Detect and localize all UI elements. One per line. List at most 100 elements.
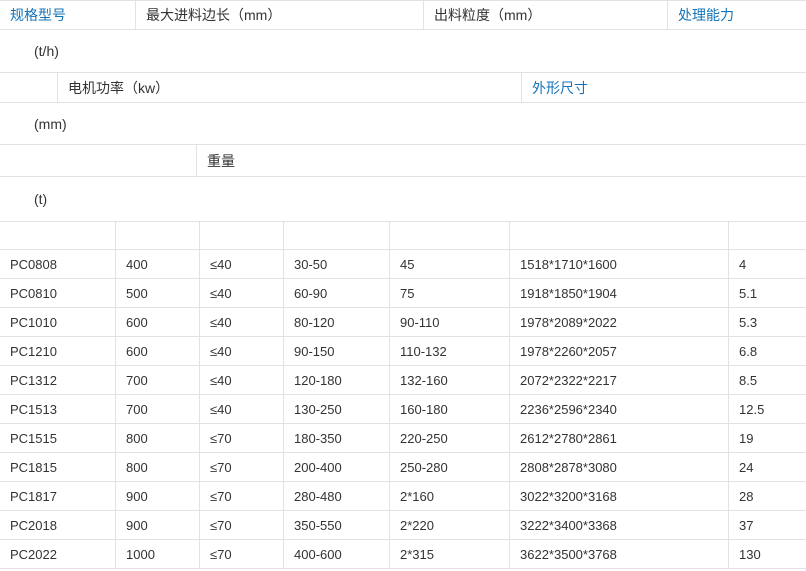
table-cell-dimensions_mm: 1978*2089*2022 <box>510 308 729 336</box>
table-cell-motor_power_kw: 110-132 <box>390 337 510 365</box>
table-cell-weight_t: 37 <box>739 517 754 533</box>
table-row: PC0808 400 ≤40 30-50 45 1518*1710*1600 4 <box>0 250 806 279</box>
table-cell-model: PC1010 <box>0 308 116 336</box>
header-spec-model[interactable]: 规格型号 <box>0 1 136 29</box>
table-header-cell <box>510 222 729 249</box>
table-cell-model: PC1210 <box>0 337 116 365</box>
header-weight: 重量 <box>207 152 235 169</box>
table-cell-capacity_tph: 180-350 <box>284 424 390 452</box>
table-cell-max_feed_edge_mm: 800 <box>116 424 200 452</box>
table-cell-dimensions_mm: 3622*3500*3768 <box>510 540 729 568</box>
table-cell-capacity_tph: 350-550 <box>284 511 390 539</box>
table-cell-weight_t: 5.3 <box>739 314 758 330</box>
table-cell-capacity_tph: 90-150 <box>284 337 390 365</box>
table-row: PC1815 800 ≤70 200-400 250-280 2808*2878*3080… <box>0 453 806 482</box>
table-cell-max_feed_edge_mm: 800 <box>116 453 200 481</box>
table-cell-weight_t: 6.8 <box>739 343 758 359</box>
table-cell-dimensions_mm: 3222*3400*3368 <box>510 511 729 539</box>
table-cell-max_feed_edge_mm: 1000 <box>116 540 200 568</box>
table-row: PC1010 600 ≤40 80-120 90-110 1978*2089*2022 5.… <box>0 308 806 337</box>
table-cell-model: PC1312 <box>0 366 116 394</box>
table-cell-model: PC1513 <box>0 395 116 423</box>
table-cell-dimensions_mm: 1918*1850*1904 <box>510 279 729 307</box>
table-cell-model: PC2022 <box>0 540 116 568</box>
table-cell-model: PC0810 <box>0 279 116 307</box>
table-cell-motor_power_kw: 75 <box>390 279 510 307</box>
dimensions-unit-label: (mm) <box>34 115 67 132</box>
table-cell-max_feed_edge_mm: 400 <box>116 250 200 278</box>
table-cell-capacity_tph: 120-180 <box>284 366 390 394</box>
table-header-cell <box>390 222 510 249</box>
table-cell-output_size_mm: ≤70 <box>200 540 284 568</box>
table-cell-capacity_tph: 60-90 <box>284 279 390 307</box>
capacity-unit-label: (t/h) <box>34 43 59 59</box>
table-cell-motor_power_kw: 2*160 <box>390 482 510 510</box>
table-cell-output_size_mm: ≤40 <box>200 337 284 365</box>
header-empty-cell <box>0 73 58 102</box>
table-row: PC1210 600 ≤40 90-150 110-132 1978*2260*2057 6… <box>0 337 806 366</box>
table-row: PC2018 900 ≤70 350-550 2*220 3222*3400*3368 37 <box>0 511 806 540</box>
table-cell-model: PC1815 <box>0 453 116 481</box>
header-row-2: 电机功率（kw） 外形尺寸 <box>0 72 806 103</box>
table-header-cell <box>200 222 284 249</box>
table-cell-dimensions_mm: 1978*2260*2057 <box>510 337 729 365</box>
table-row: PC1817 900 ≤70 280-480 2*160 3022*3200*3168 28 <box>0 482 806 511</box>
table-header-cell <box>116 222 200 249</box>
table-cell-output_size_mm: ≤40 <box>200 395 284 423</box>
header-capacity[interactable]: 处理能力 <box>678 7 734 23</box>
table-row: PC0810 500 ≤40 60-90 75 1918*1850*1904 5.1 <box>0 279 806 308</box>
table-cell-weight_t: 12.5 <box>739 401 765 417</box>
table-cell-capacity_tph: 400-600 <box>284 540 390 568</box>
table-cell-dimensions_mm: 1518*1710*1600 <box>510 250 729 278</box>
table-cell-weight_t: 4 <box>739 256 747 272</box>
table-cell-output_size_mm: ≤40 <box>200 279 284 307</box>
table-cell-max_feed_edge_mm: 500 <box>116 279 200 307</box>
spec-table: PC0808 400 ≤40 30-50 45 1518*1710*1600 4 PC0810… <box>0 221 806 569</box>
header-empty-cell <box>0 145 197 176</box>
header-motor-power: 电机功率（kw） <box>58 73 522 102</box>
table-cell-model: PC1515 <box>0 424 116 452</box>
header-row-3: 重量 <box>0 144 806 177</box>
table-cell-model: PC0808 <box>0 250 116 278</box>
table-cell-motor_power_kw: 132-160 <box>390 366 510 394</box>
header-dimensions[interactable]: 外形尺寸 <box>532 79 588 96</box>
table-cell-weight_t: 24 <box>739 459 754 475</box>
table-cell-weight_t: 130 <box>739 546 761 562</box>
table-cell-motor_power_kw: 220-250 <box>390 424 510 452</box>
table-header-cell <box>729 222 806 249</box>
table-header-cell <box>284 222 390 249</box>
table-cell-capacity_tph: 280-480 <box>284 482 390 510</box>
header-max-feed-size: 最大进料边长（mm） <box>136 1 424 29</box>
table-cell-max_feed_edge_mm: 700 <box>116 366 200 394</box>
table-cell-capacity_tph: 130-250 <box>284 395 390 423</box>
table-cell-weight_t: 19 <box>739 430 754 446</box>
table-cell-output_size_mm: ≤40 <box>200 250 284 278</box>
table-cell-max_feed_edge_mm: 600 <box>116 308 200 336</box>
table-cell-dimensions_mm: 2236*2596*2340 <box>510 395 729 423</box>
table-cell-output_size_mm: ≤40 <box>200 308 284 336</box>
table-cell-output_size_mm: ≤70 <box>200 511 284 539</box>
table-cell-output_size_mm: ≤70 <box>200 482 284 510</box>
table-cell-dimensions_mm: 2612*2780*2861 <box>510 424 729 452</box>
table-cell-weight_t: 5.1 <box>739 285 758 301</box>
table-cell-weight_t: 8.5 <box>739 372 758 388</box>
header-row-1: 规格型号 最大进料边长（mm） 出料粒度（mm） 处理能力 <box>0 0 806 30</box>
table-cell-dimensions_mm: 3022*3200*3168 <box>510 482 729 510</box>
table-cell-max_feed_edge_mm: 900 <box>116 482 200 510</box>
table-cell-motor_power_kw: 2*220 <box>390 511 510 539</box>
table-cell-motor_power_kw: 250-280 <box>390 453 510 481</box>
table-cell-max_feed_edge_mm: 900 <box>116 511 200 539</box>
table-row: PC1312 700 ≤40 120-180 132-160 2072*2322*2217… <box>0 366 806 395</box>
table-row: PC1513 700 ≤40 130-250 160-180 2236*2596*2340… <box>0 395 806 424</box>
table-cell-weight_t: 28 <box>739 488 754 504</box>
spec-table-body: PC0808 400 ≤40 30-50 45 1518*1710*1600 4 PC0810… <box>0 250 806 569</box>
table-cell-output_size_mm: ≤70 <box>200 453 284 481</box>
table-cell-max_feed_edge_mm: 600 <box>116 337 200 365</box>
table-cell-dimensions_mm: 2072*2322*2217 <box>510 366 729 394</box>
table-cell-motor_power_kw: 2*315 <box>390 540 510 568</box>
weight-unit-label: (t) <box>34 191 48 207</box>
table-cell-output_size_mm: ≤70 <box>200 424 284 452</box>
table-cell-output_size_mm: ≤40 <box>200 366 284 394</box>
table-cell-dimensions_mm: 2808*2878*3080 <box>510 453 729 481</box>
